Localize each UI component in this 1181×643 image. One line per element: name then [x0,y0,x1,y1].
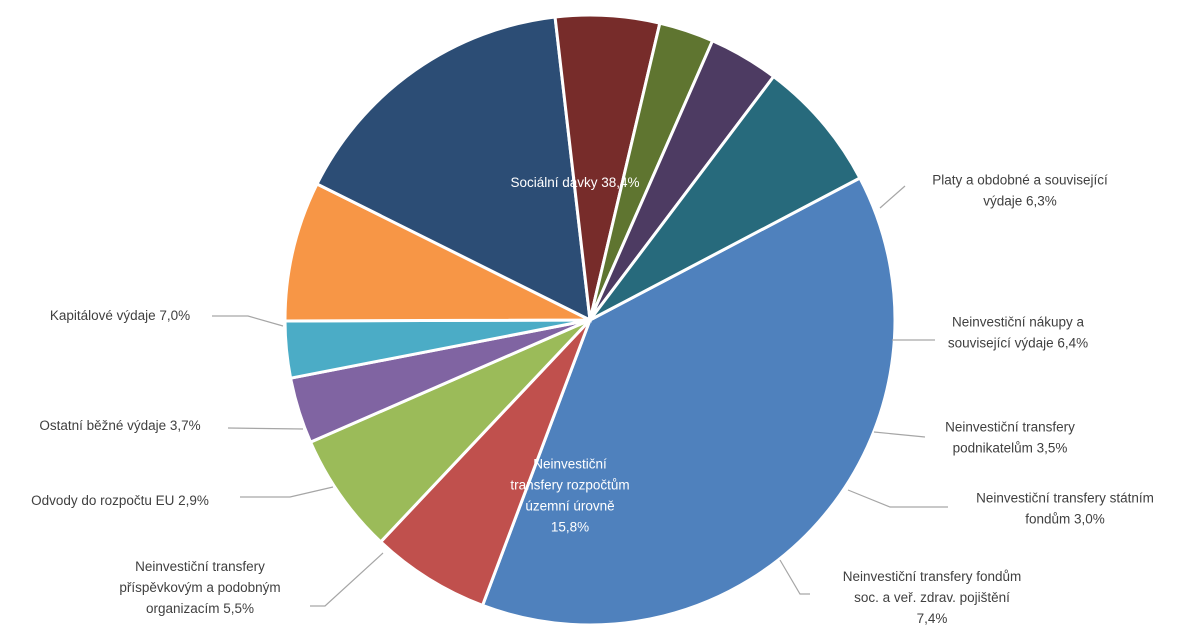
slice-label-5: Neinvestiční transfery státním fondům 3,0… [976,491,1154,527]
leader-line-10 [227,427,304,430]
slice-label-3: Neinvestiční nákupy a související výdaje … [948,315,1088,351]
leader-line-8 [310,552,384,607]
leader-line-5 [847,489,948,508]
pie-slice-2 [378,318,592,608]
slice-label-10: Ostatní běžné výdaje 3,7% [39,418,200,433]
pie-slice-1 [480,175,897,627]
slice-label-11: Kapitálové výdaje 7,0% [50,308,190,323]
pie-slices [283,13,897,627]
leader-line-9 [240,486,334,498]
slice-label-9: Odvody do rozpočtu EU 2,9% [31,493,209,508]
slice-label-6: Neinvestiční transfery fondům soc. a veř.… [843,569,1022,626]
pie-slice-6 [283,181,591,323]
slice-labels: Sociální dávky 38,4% Platy a obdobné a so… [31,173,1154,627]
slice-label-4: Neinvestiční transfery podnikatelům 3,5% [945,420,1075,456]
leader-line-4 [873,431,926,438]
slice-label-2: Platy a obdobné a související výdaje 6,3% [932,173,1108,209]
leader-line-11 [212,315,284,327]
slice-label-1: Sociální dávky 38,4% [510,175,639,190]
pie-slice-7 [314,15,592,323]
leader-lines [212,185,948,607]
slice-label-7: Neinvestiční transfery rozpočtům územní úr… [510,457,629,535]
pie-slice-3 [308,318,592,544]
leader-line-6 [779,559,810,595]
leader-line-2 [879,185,906,209]
slice-label-8: Neinvestiční transfery příspěvkovým a pod… [119,559,280,616]
pie-slice-11 [588,74,862,322]
